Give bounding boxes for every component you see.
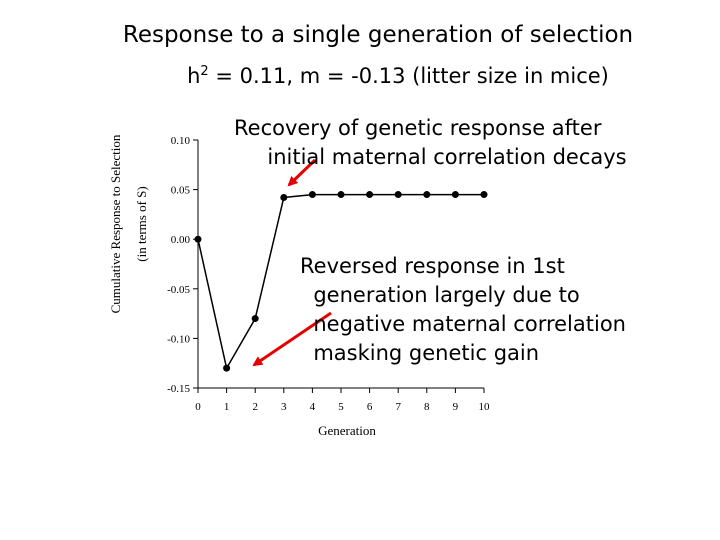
annotation-reversed: Reversed response in 1st generation larg… [300, 254, 626, 365]
data-point [394, 191, 402, 199]
ticks: 0.10 0.05 0.00 -0.05 -0.10 -0.15 0 1 2 3 4 5 6 7 8 9 10 [167, 135, 490, 413]
subtitle-superscript: 2 [200, 64, 209, 79]
x-tick-label: 3 [281, 401, 287, 413]
arrow-reversed [252, 311, 332, 367]
x-tick-label: 5 [338, 401, 344, 413]
chart-title: Response to a single generation of selec… [122, 22, 634, 48]
data-point [194, 235, 202, 243]
data-point [337, 191, 345, 199]
data-point [280, 194, 288, 202]
data-point [366, 191, 374, 199]
y-tick-label: -0.05 [167, 284, 190, 296]
x-tick-label: 8 [424, 401, 430, 413]
data-point [423, 191, 431, 199]
data-point [223, 364, 231, 372]
data-point [308, 191, 316, 199]
x-tick-label: 4 [310, 401, 316, 413]
x-tick-label: 2 [252, 401, 258, 413]
y-tick-label: -0.15 [167, 383, 190, 395]
annotation-recovery: Recovery of genetic response after initi… [234, 116, 627, 169]
y-tick-label: 0.10 [171, 135, 191, 147]
series [194, 191, 488, 372]
chart-subtitle: h2 = 0.11, m = -0.13 (litter size in mic… [0, 64, 720, 88]
y-tick-label: 0.05 [171, 185, 191, 197]
y-axis-label: Cumulative Response to Selection [108, 134, 123, 313]
x-tick-label: 1 [224, 401, 230, 413]
x-tick-label: 0 [195, 401, 201, 413]
x-tick-label: 7 [395, 401, 401, 413]
x-axis-label: Generation [318, 423, 376, 438]
data-point [480, 191, 488, 199]
y-tick-label: -0.10 [167, 333, 190, 345]
data-point [251, 315, 259, 323]
x-tick-label: 6 [367, 401, 373, 413]
x-tick-label: 9 [453, 401, 459, 413]
subtitle-rest: = 0.11, m = -0.13 (litter size in mice) [208, 64, 609, 88]
arrow-recovery [287, 158, 317, 187]
x-tick-label: 10 [479, 401, 491, 413]
data-point [451, 191, 459, 199]
y-tick-label: 0.00 [171, 234, 191, 246]
y-axis-label-secondary: (in terms of S) [134, 186, 149, 261]
subtitle-prefix: h [187, 64, 201, 88]
